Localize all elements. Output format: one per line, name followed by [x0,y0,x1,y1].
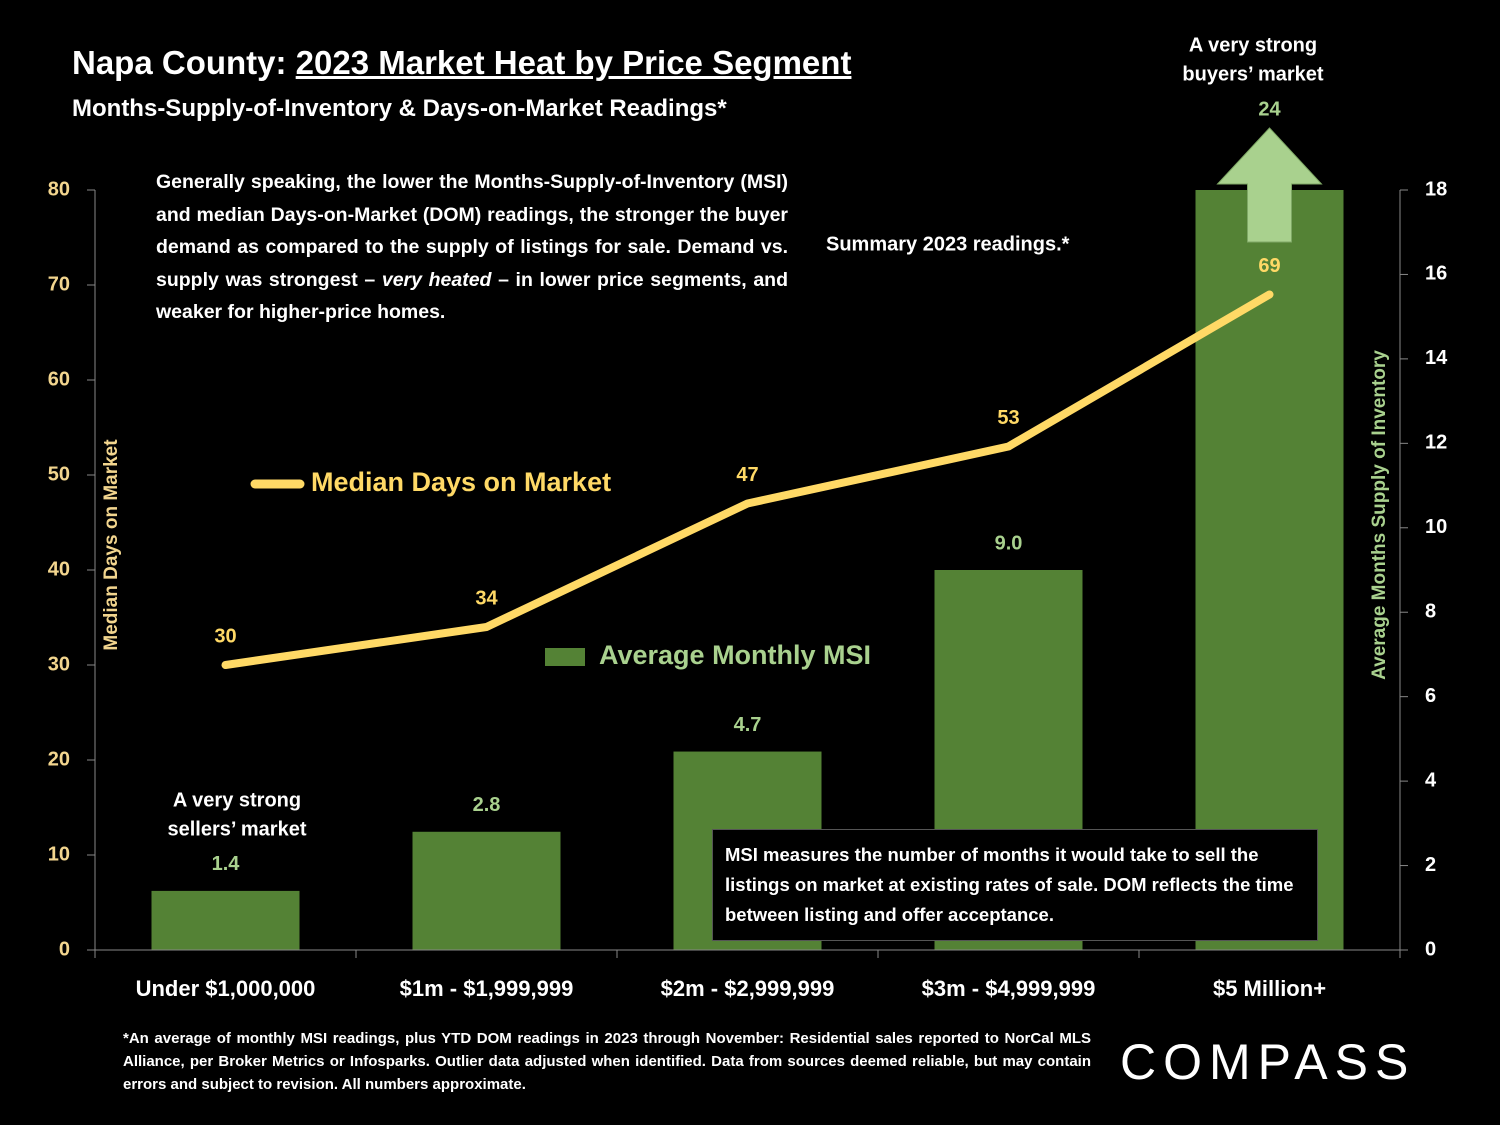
intro-emphasis: very heated [381,268,492,291]
bar [1195,190,1344,950]
y-tick-label: 0 [59,938,70,960]
bar-group [151,190,1344,950]
line-value-label: 53 [997,407,1019,429]
footnote: *An average of monthly MSI readings, plu… [123,1030,1091,1093]
note-box: MSI measures the number of months it wou… [712,829,1318,941]
line-value-label: 34 [475,587,498,609]
intro-text: Generally speaking, the lower the Months… [142,162,802,333]
title-underlined: 2023 Market Heat by Price Segment [295,44,852,81]
x-tick-label: $1m - $1,999,999 [400,976,574,1001]
legend-swatch [545,648,585,666]
y2-tick-label: 10 [1425,516,1447,538]
annotation: buyers’ market [1182,63,1324,85]
line [221,290,1274,669]
y-tick-label: 30 [48,653,70,675]
y2-tick-label: 2 [1425,854,1436,876]
y-tick-label: 70 [48,273,70,295]
bar-value-label: 24 [1258,98,1281,120]
line-value-label: 47 [736,464,758,486]
line-value-label: 69 [1258,255,1280,277]
y2-tick-label: 18 [1425,178,1447,200]
y-tick-label: 80 [48,178,70,200]
annotation: Summary 2023 readings.* [826,233,1070,255]
annotation: A very strong [1189,34,1317,56]
y-tick-label: 20 [48,748,70,770]
y2-axis-label: Average Months Supply of Inventory [1369,350,1390,680]
legend-label: Median Days on Market [311,467,611,497]
y2-tick-label: 4 [1425,769,1437,791]
y2-tick-label: 16 [1425,263,1447,285]
y2-tick-label: 14 [1425,347,1448,369]
bar-value-label: 9.0 [995,532,1023,554]
bar-value-label: 2.8 [473,794,501,816]
y-axis-label: Median Days on Market [101,439,122,651]
y2-tick-label: 6 [1425,685,1436,707]
x-tick-label: $2m - $2,999,999 [661,976,835,1001]
bar [412,831,561,950]
annotation: A very strong [173,789,301,811]
y2-tick-label: 8 [1425,601,1436,623]
subtitle: Months-Supply-of-Inventory & Days-on-Mar… [72,95,727,122]
y-tick-label: 40 [48,558,70,580]
logo: COMPASS [1120,1034,1416,1090]
chart-title: Napa County: 2023 Market Heat by Price S… [72,44,851,82]
y-tick-label: 60 [48,368,70,390]
title-text: Napa County: [72,44,296,81]
legend-label: Average Monthly MSI [599,640,871,670]
annotation: sellers’ market [168,818,307,840]
y-tick-label: 50 [48,463,70,485]
x-tick-label: Under $1,000,000 [136,976,316,1001]
overflow-arrow [1216,127,1323,243]
y-tick-label: 10 [48,843,70,865]
y2-tick-label: 0 [1425,938,1436,960]
x-tick-label: $3m - $4,999,999 [922,976,1096,1001]
bar-value-label: 1.4 [212,853,241,875]
intro-part: Generally speaking, the lower the Months… [156,171,788,291]
bar-value-label: 4.7 [734,714,762,736]
y2-tick-label: 12 [1425,432,1447,454]
intro-part: – in lower price segments, and weaker fo… [156,268,788,324]
x-tick-label: $5 Million+ [1213,976,1326,1001]
bar [151,890,300,950]
line-value-label: 30 [214,625,236,647]
